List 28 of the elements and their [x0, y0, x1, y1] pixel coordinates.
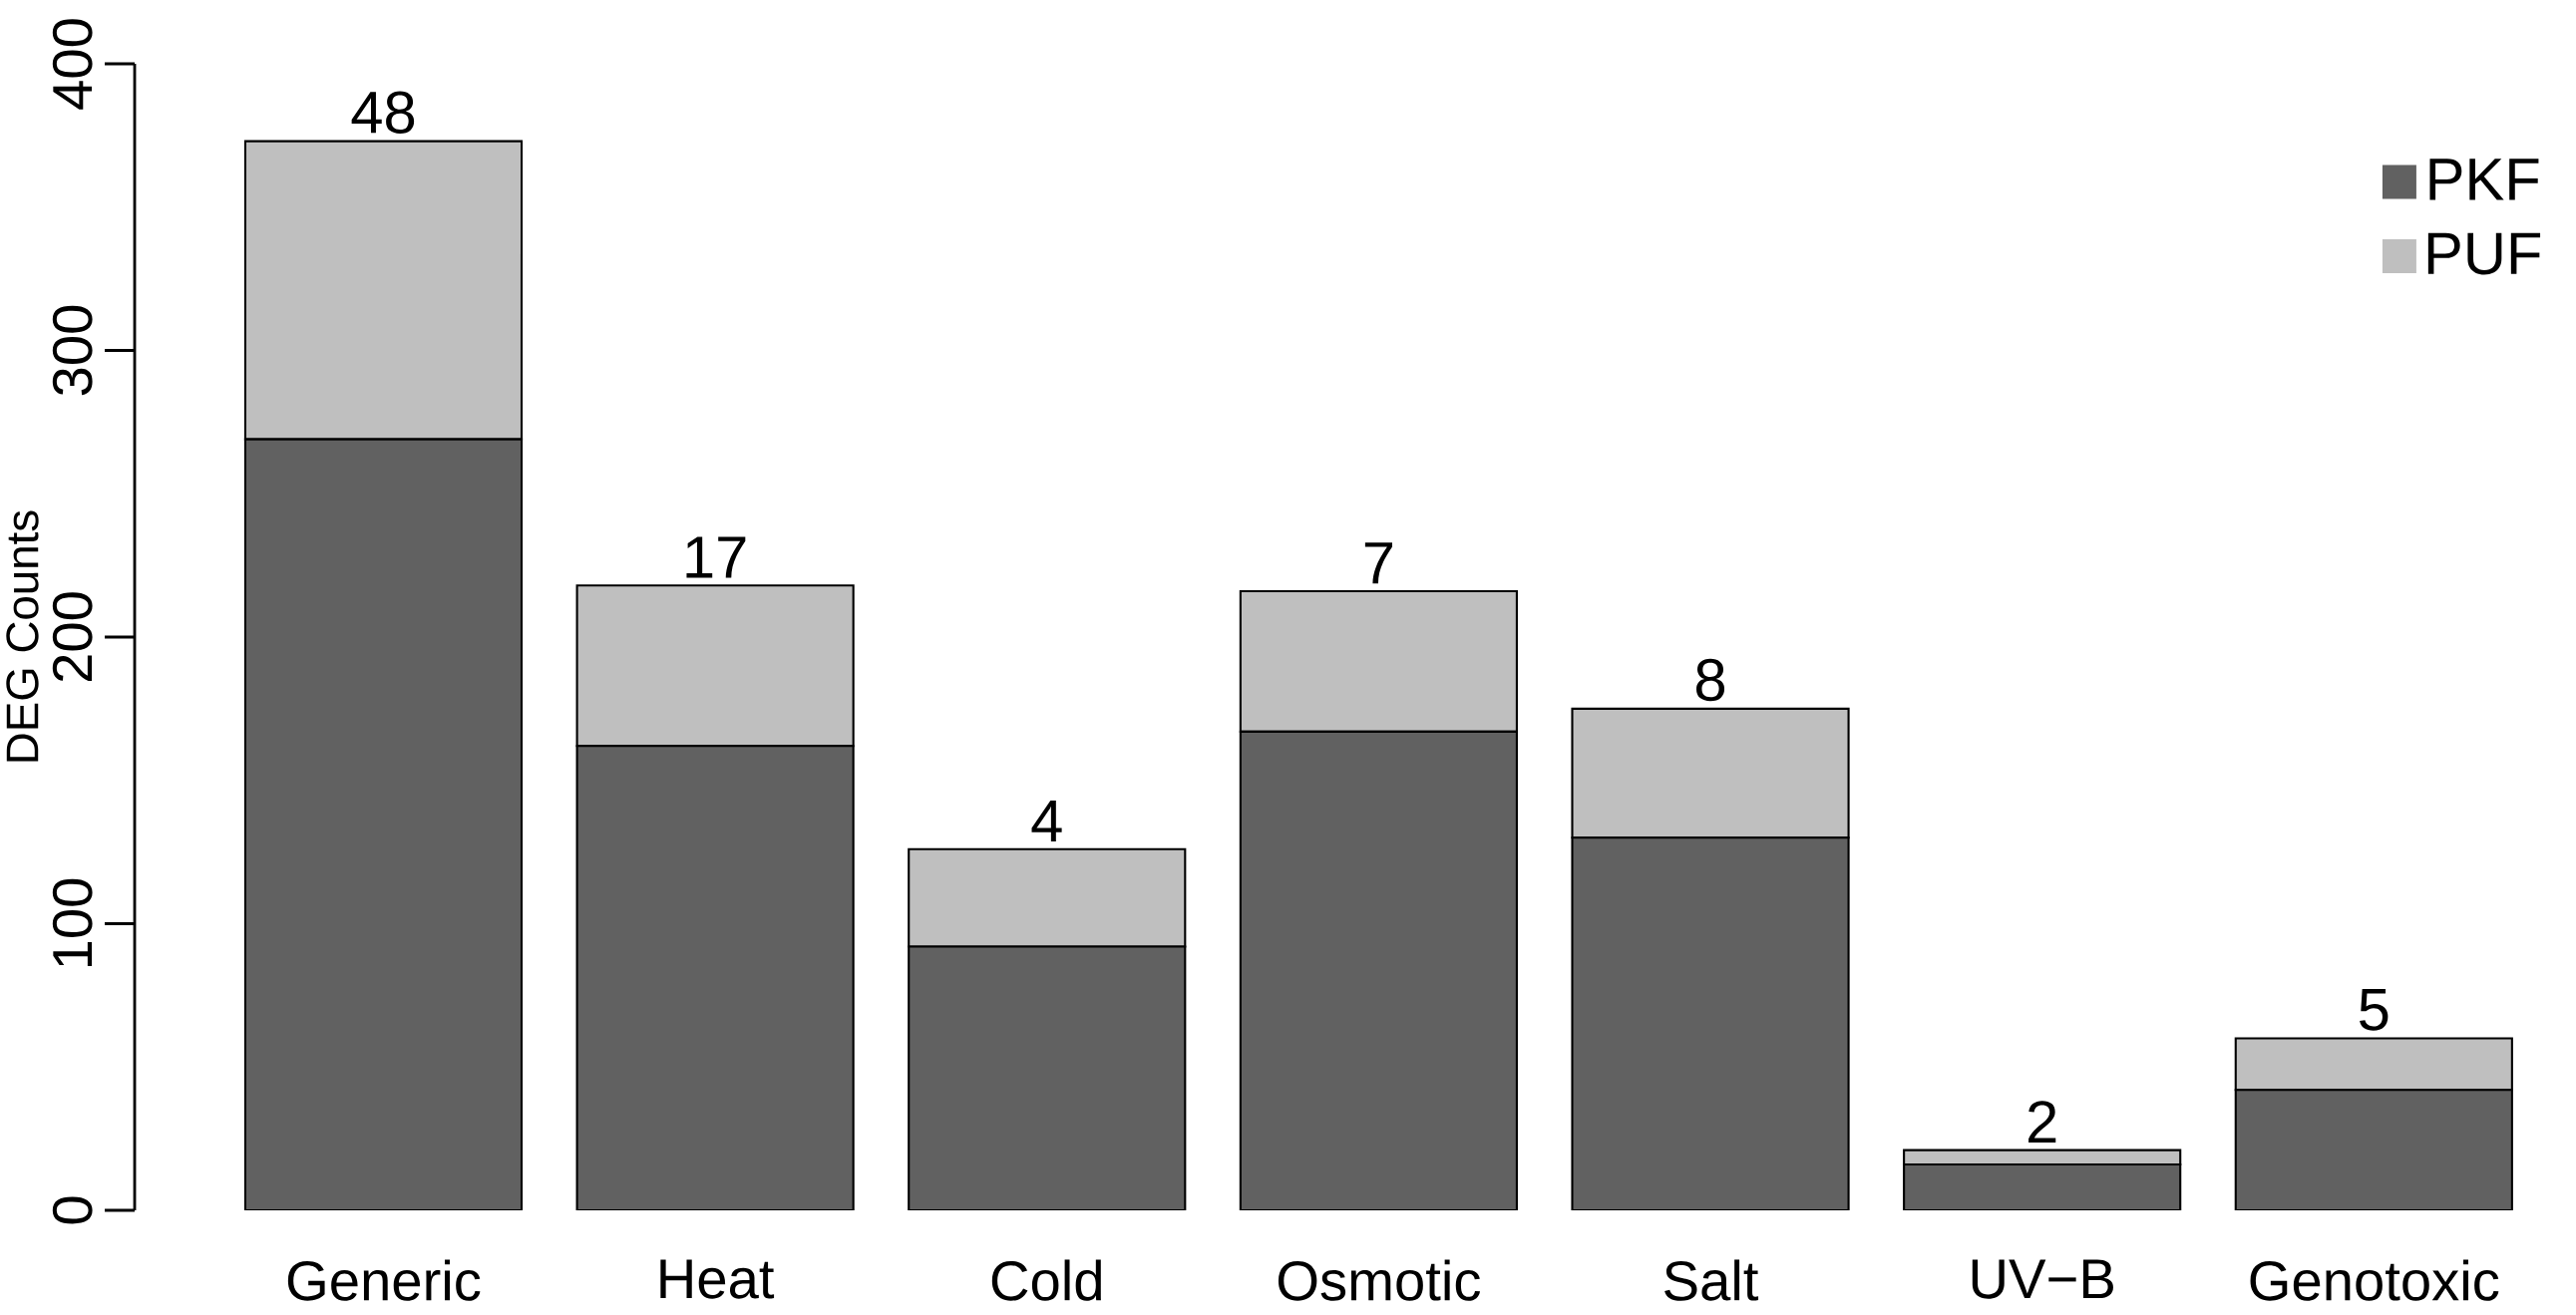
annotation: 48 [351, 91, 415, 134]
bar [243, 140, 524, 441]
x-tick-label: Cold [991, 1259, 1101, 1301]
y-tick-label: 0 [52, 1196, 93, 1224]
bar [1571, 707, 1850, 839]
y-axis-title: DEG Counts [6, 510, 39, 762]
annotation: 4 [1031, 800, 1062, 842]
y-tick-label: 400 [52, 19, 93, 110]
annotation: 8 [1696, 658, 1725, 702]
x-tick-label: Generic [287, 1259, 481, 1301]
x-tick-label: Genotoxic [2250, 1259, 2499, 1301]
y-tick-label: 200 [52, 592, 93, 682]
bar [2234, 1037, 2513, 1092]
annotation: 2 [2028, 1101, 2056, 1143]
x-tick-label: Salt [1664, 1259, 1759, 1301]
annotation: 17 [686, 536, 746, 578]
bar [575, 584, 855, 748]
y-tick-label: 300 [52, 305, 93, 396]
legend-label: PUF [2427, 232, 2541, 275]
x-tick-label: Heat [660, 1259, 775, 1299]
annotation: 5 [2360, 989, 2389, 1031]
annotation: 7 [1364, 542, 1392, 584]
x-tick-label: Osmotic [1278, 1259, 1481, 1301]
bar [908, 847, 1187, 948]
legend-label: PKF [2429, 159, 2539, 200]
bar [1239, 589, 1518, 733]
y-tick-label: 100 [52, 878, 93, 967]
x-tick-label: UV−B [1972, 1259, 2113, 1299]
